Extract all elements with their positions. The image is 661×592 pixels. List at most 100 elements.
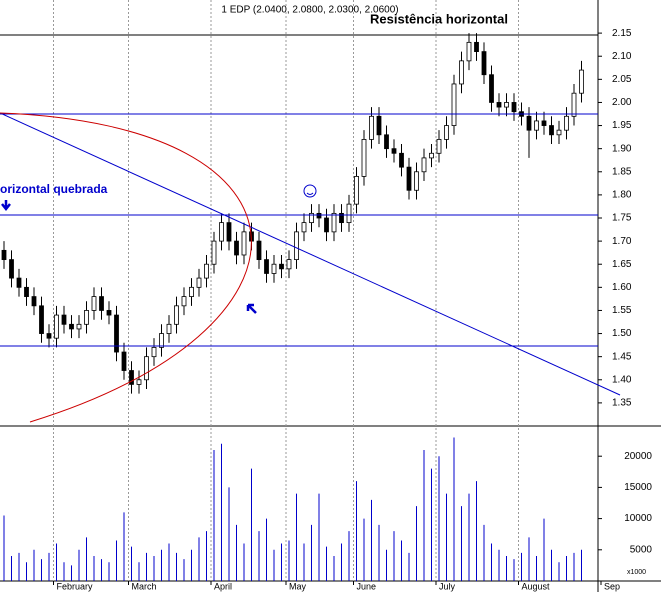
candle-body: [204, 263, 209, 279]
candle-body: [144, 356, 149, 381]
x-tick-label: April: [214, 581, 232, 591]
candle-body: [241, 231, 247, 256]
candle-body: [331, 212, 337, 233]
annotation: Resistência horizontal: [370, 11, 508, 26]
candle-body: [309, 212, 314, 224]
candle-body: [234, 240, 239, 256]
candle-body: [526, 115, 532, 131]
candle-body: [496, 102, 502, 108]
candle-body: [129, 370, 134, 385]
candle-body: [264, 259, 269, 274]
candle-body: [181, 296, 187, 307]
candle-body: [46, 333, 52, 339]
candle-body: [151, 347, 157, 358]
candle-body: [256, 240, 262, 261]
candle-body: [399, 152, 404, 168]
candle-body: [504, 102, 509, 108]
y-tick-label: 1.55: [612, 305, 632, 316]
candle-body: [166, 323, 172, 334]
candle-body: [481, 51, 487, 76]
x-tick-label: March: [132, 581, 157, 591]
candle-body: [564, 115, 569, 131]
smiley: [303, 184, 317, 198]
candle-body: [286, 259, 292, 270]
candle-body: [84, 310, 89, 325]
candle-body: [339, 212, 344, 224]
candle-body: [324, 217, 329, 233]
candle-body: [511, 102, 517, 113]
candle-body: [429, 152, 434, 159]
y-tick-label: 1.80: [612, 190, 632, 201]
candle-body: [61, 314, 67, 325]
y-tick-label: 15000: [624, 482, 652, 493]
volume-unit: x1000: [627, 569, 646, 576]
y-tick-label: 1.65: [612, 259, 632, 270]
candle-body: [159, 333, 164, 348]
candle-body: [534, 120, 539, 131]
parabola: [0, 112, 252, 423]
candle-body: [579, 69, 584, 94]
candle-body: [39, 305, 44, 334]
candle-body: [384, 134, 389, 150]
candle-body: [174, 305, 179, 325]
y-tick-label: 1.40: [612, 374, 632, 385]
candle-body: [189, 286, 194, 297]
candle-body: [459, 60, 464, 85]
x-tick-label: February: [57, 581, 94, 591]
annotation: orizontal quebrada: [0, 182, 108, 196]
y-tick-label: 1.35: [612, 398, 632, 409]
y-tick-label: 2.05: [612, 74, 632, 85]
smiley-mouth: [306, 192, 314, 195]
candle-body: [556, 129, 562, 136]
candle-body: [316, 212, 322, 219]
y-tick-label: 1.45: [612, 351, 632, 362]
candle-body: [91, 296, 97, 311]
candle-body: [451, 83, 457, 126]
candle-body: [76, 323, 82, 330]
candle-body: [24, 286, 29, 297]
candle-body: [376, 115, 382, 136]
candle-body: [196, 277, 202, 288]
candle-body: [421, 157, 427, 173]
y-tick-label: 10000: [624, 513, 652, 524]
y-tick-label: 2.00: [612, 97, 632, 108]
candle-body: [106, 310, 112, 316]
candle-body: [301, 222, 307, 233]
x-tick-label: Sep: [604, 581, 620, 591]
candle-body: [549, 125, 554, 136]
candle-body: [99, 296, 104, 311]
candle-body: [466, 41, 472, 62]
arrow: [246, 303, 257, 314]
candle-body: [114, 314, 119, 353]
candle-body: [121, 351, 127, 371]
candle-body: [541, 120, 547, 126]
candle-body: [54, 314, 59, 339]
candle-body: [346, 203, 352, 224]
candle-body: [369, 115, 374, 140]
y-tick-label: 1.75: [612, 213, 632, 224]
candle-body: [294, 231, 299, 261]
candle-body: [361, 139, 367, 177]
candle-body: [136, 379, 142, 385]
y-tick-label: 2.10: [612, 51, 632, 62]
candle-body: [489, 74, 494, 103]
candle-body: [571, 92, 577, 117]
candle-body: [226, 222, 232, 242]
candle-body: [31, 296, 37, 307]
candle-body: [16, 277, 22, 288]
candle-body: [354, 175, 359, 205]
chart-title: 1 EDP (2.0400, 2.0800, 2.0300, 2.0600): [221, 5, 398, 16]
candle-body: [1, 249, 7, 261]
candle-body: [219, 222, 224, 242]
candle-body: [406, 166, 412, 191]
candle-body: [474, 41, 479, 53]
candle-body: [391, 148, 397, 154]
candle-body: [271, 263, 277, 274]
y-tick-label: 1.85: [612, 166, 632, 177]
y-tick-label: 1.90: [612, 143, 632, 154]
y-tick-label: 1.70: [612, 236, 632, 247]
candle-body: [444, 125, 449, 140]
trend-line: [0, 112, 621, 396]
